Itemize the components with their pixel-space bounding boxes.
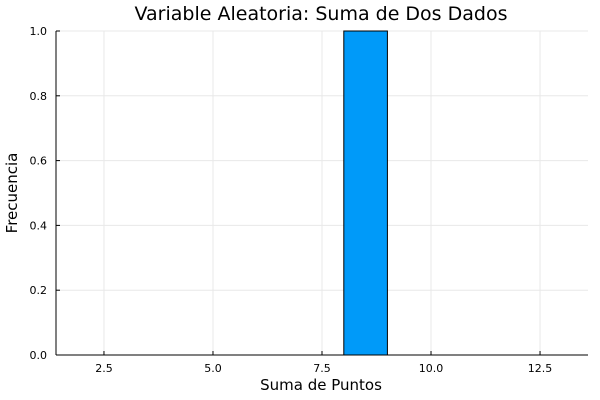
x-ticks: 2.5 5.0 7.5 10.0 12.5 xyxy=(95,351,552,375)
y-tick-label: 0.2 xyxy=(30,284,48,297)
x-tick-label: 10.0 xyxy=(419,362,444,375)
y-tick-label: 0.0 xyxy=(30,349,48,362)
y-ticks: 0.0 0.2 0.4 0.6 0.8 1.0 xyxy=(30,25,60,362)
x-tick-label: 12.5 xyxy=(528,362,553,375)
y-tick-label: 0.6 xyxy=(30,155,48,168)
y-tick-label: 0.8 xyxy=(30,90,48,103)
x-axis-label: Suma de Puntos xyxy=(260,376,382,394)
grid xyxy=(56,30,588,356)
x-tick-label: 2.5 xyxy=(95,362,113,375)
y-axis-label: Frecuencia xyxy=(3,153,21,234)
histogram-bar xyxy=(343,30,388,356)
bars xyxy=(343,30,388,356)
x-tick-label: 7.5 xyxy=(313,362,331,375)
y-tick-label: 1.0 xyxy=(30,25,48,38)
chart-title: Variable Aleatoria: Suma de Dos Dados xyxy=(135,3,508,25)
y-tick-label: 0.4 xyxy=(30,219,48,232)
x-tick-label: 5.0 xyxy=(204,362,222,375)
